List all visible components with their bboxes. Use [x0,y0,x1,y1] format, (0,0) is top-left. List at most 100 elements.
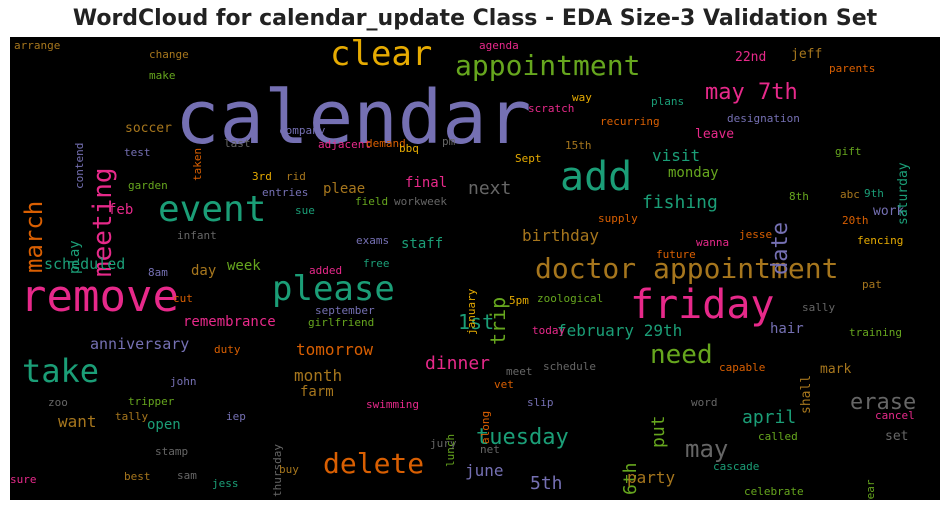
word-1: remove [20,271,179,322]
word-97: wanna [696,236,730,249]
word-31: party [627,468,676,487]
word-74: adjacent [318,138,371,151]
word-2: add [560,154,633,200]
word-128: cancel [875,409,915,422]
word-93: infant [177,229,217,242]
word-103: 5pm [509,294,529,307]
word-68: plans [651,95,685,108]
word-35: remembrance [183,314,276,330]
word-123: schedule [543,360,596,373]
word-7: doctor appointment [535,252,839,285]
word-13: may 7th [705,80,798,105]
word-138: rear [864,479,877,501]
word-60: recurring [600,115,660,128]
word-75: demand [366,137,406,150]
word-15: tuesday [476,425,569,450]
word-95: supply [598,212,638,225]
word-112: duty [214,343,241,356]
word-111: training [849,326,902,339]
word-42: staff [401,236,444,252]
word-49: hair [770,321,804,337]
word-52: set [885,429,909,444]
word-27: 5th [530,473,563,494]
chart-title: WordCloud for calendar_update Class - ED… [72,6,878,31]
word-72: last [224,137,251,150]
word-109: pat [862,278,882,291]
word-66: make [149,69,176,82]
word-17: date [768,222,793,275]
word-19: 1st [458,310,495,334]
word-76: bbq [399,142,419,155]
word-55: soccer [125,121,172,136]
word-83: rid [286,170,306,183]
word-100: added [309,264,343,277]
word-10: take [22,352,100,390]
word-69: contend [73,142,86,189]
word-44: feb [108,202,134,218]
word-117: iep [226,410,246,423]
word-22: birthday [522,226,600,245]
word-73: company [279,124,326,137]
word-5: event [158,189,267,230]
word-0: calendar [175,75,532,161]
word-104: zoological [537,292,604,305]
word-84: entries [262,186,309,199]
word-135: buy [279,463,299,476]
word-61: scratch [528,102,575,115]
word-cloud-panel: calendar remove add friday clear event please d… [10,37,940,500]
word-4: clear [330,37,433,74]
word-25: february 29th [557,321,683,340]
word-106: september [315,304,375,317]
word-108: today [532,324,566,337]
word-70: test [124,146,151,159]
word-12: march [20,200,48,273]
word-24: dinner [425,353,491,374]
word-38: visit [652,146,701,165]
word-99: 8am [148,266,168,279]
word-56: leave [695,127,735,142]
word-122: meet [506,365,533,378]
word-131: net [480,443,500,456]
word-110: sally [802,301,836,314]
word-3: friday [630,282,775,328]
word-23: fishing [642,192,718,213]
word-85: sue [295,204,315,217]
word-29: june [465,461,504,480]
word-115: tripper [128,395,175,408]
word-116: tally [115,410,149,423]
word-107: girlfriend [308,316,375,329]
word-86: field [355,195,389,208]
word-46: week [227,258,261,274]
word-87: workweek [394,195,447,208]
word-71: taken [191,147,204,181]
word-119: swimming [366,398,419,411]
word-64: arrange [14,39,61,52]
word-65: change [149,48,189,61]
word-9: delete [323,447,425,480]
word-96: jesse [739,228,773,241]
word-14: need [650,340,713,370]
word-54: saturday [896,162,911,225]
word-132: stamp [155,445,189,458]
word-80: gift [835,145,862,158]
word-98: future [656,248,696,261]
word-114: zoo [48,396,68,409]
word-62: way [572,91,592,104]
word-18: next [468,178,512,199]
word-82: 3rd [252,170,272,183]
word-57: jeff [791,47,823,62]
word-94: exams [356,234,390,247]
word-125: capable [719,361,766,374]
word-43: play [67,240,83,274]
word-58: 22nd [735,50,767,65]
word-16: may [685,435,729,463]
word-63: agenda [479,39,519,52]
word-21: erase [850,390,917,415]
word-34: anniversary [90,335,190,353]
word-136: jess [212,477,239,490]
word-77: pm [442,135,456,148]
word-124: vet [494,378,514,391]
word-36: scheduled [44,255,126,273]
word-92: fencing [857,234,904,247]
word-133: sam [177,469,197,482]
